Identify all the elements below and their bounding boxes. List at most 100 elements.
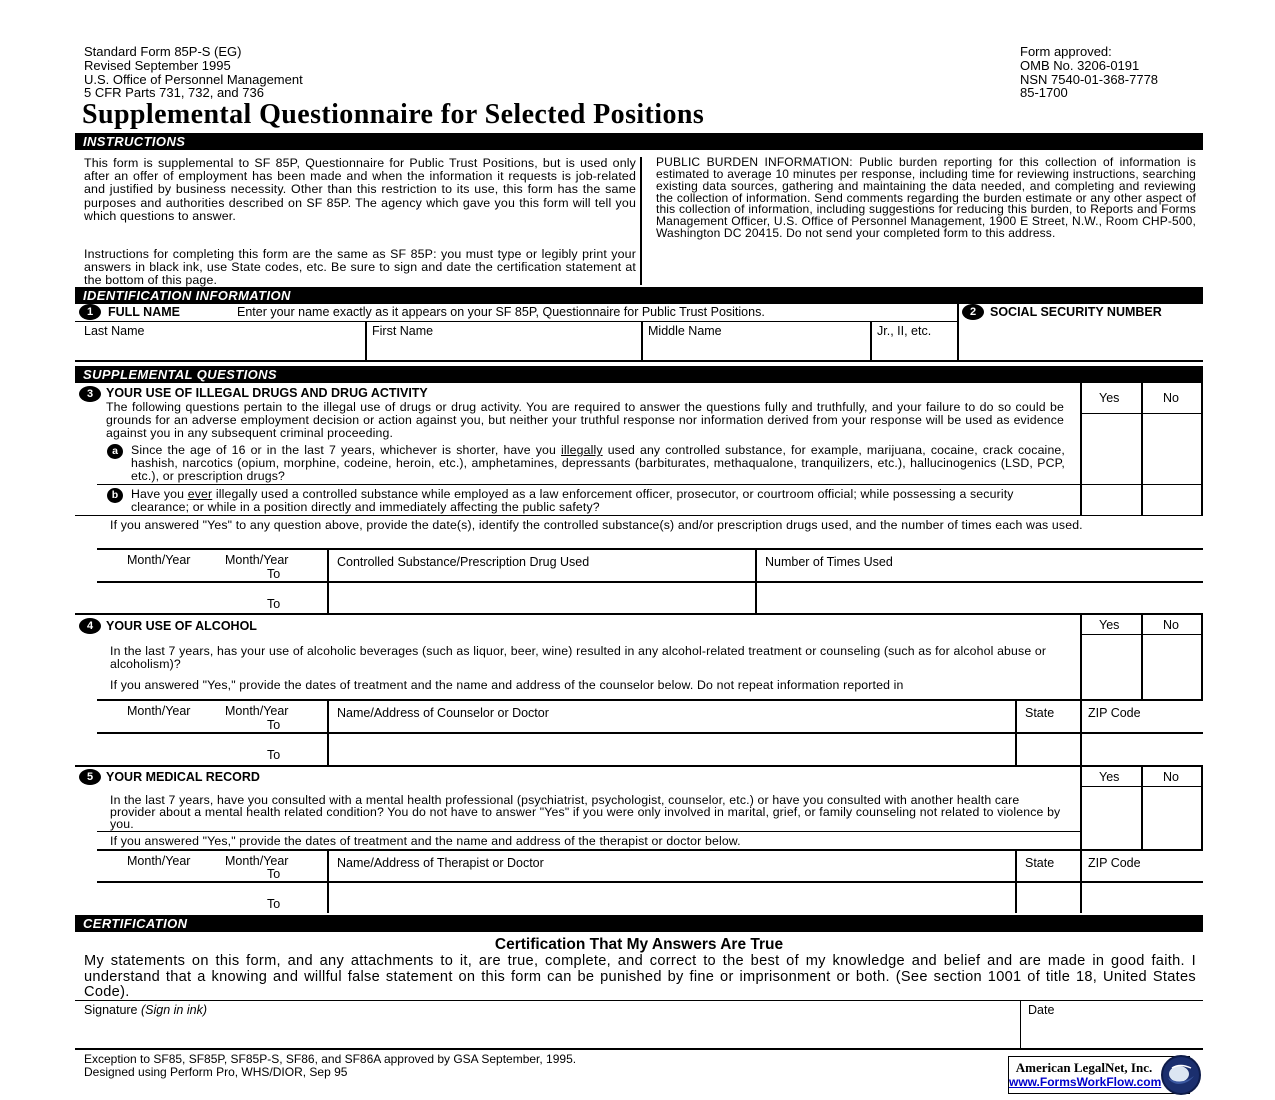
date-label: Date [1028,1003,1055,1017]
certification-section-bar: CERTIFICATION [75,915,1203,932]
q4-row1-dates-input[interactable] [97,699,327,732]
q3-yesno-header-line [1080,413,1203,414]
q3-row2-substance-input[interactable] [327,581,755,613]
signature-input[interactable] [75,1016,1020,1048]
q3-row1-dates-input[interactable] [97,548,327,581]
table-top-line [97,548,1203,550]
last-name-input[interactable] [75,338,365,360]
vendor-url-link[interactable]: www.FormsWorkFlow.com [1009,1075,1162,1089]
q3b-no-cell[interactable] [1141,484,1201,515]
q5-col-monthyear-from: Month/Year [127,854,191,868]
name-field-divider [870,321,872,362]
q3b-yes-cell[interactable] [1080,484,1141,515]
q3-col-substance: Controlled Substance/Prescription Drug U… [337,555,590,569]
q4-yesno-right-border [1201,615,1203,699]
signature-row-top-line [75,1000,1203,1001]
q4-row1-name-input[interactable] [327,699,1015,732]
q3-row2-dates-input[interactable] [97,581,327,613]
q3b-underlined-word: ever [187,487,213,501]
form-id-line: Revised September 1995 [84,57,231,73]
form-id-line: U.S. Office of Personnel Management [84,71,303,87]
ssn-input[interactable] [957,321,1203,360]
q5-row1-name-input[interactable] [327,849,1015,881]
form-id-block: Standard Form 85P-S (EG) Revised Septemb… [84,45,303,100]
q3-row1-substance-input[interactable] [327,548,755,581]
q5-therapist-table: Month/Year Month/Year Name/Address of Th… [97,849,1203,913]
q3-title: YOUR USE OF ILLEGAL DRUGS AND DRUG ACTIV… [106,386,428,400]
q3-yesno-right-border [1201,383,1203,515]
first-name-input[interactable] [365,338,641,360]
q3b-text-post: illegally used a controlled substance wh… [131,487,1014,514]
q5-no-cell[interactable] [1141,786,1201,849]
vendor-name: American LegalNet, Inc. [1015,1060,1153,1075]
q4-row1-zip-input[interactable] [1080,699,1203,732]
q3-yesno-left-border [1080,383,1082,515]
q4-row2-name-input[interactable] [327,732,1015,765]
name-field-divider [641,321,643,362]
q5-col-monthyear-to: Month/Year [225,854,289,868]
q3-col-monthyear-from: Month/Year [127,553,191,567]
q4-question: In the last 7 years, has your use of alc… [110,644,1047,672]
q3-col-monthyear-to: Month/Year [225,553,289,567]
supplemental-section-bar: SUPPLEMENTAL QUESTIONS [75,366,1203,383]
question-5-number: 5 [79,769,101,785]
q5-yes-cell[interactable] [1080,786,1141,849]
q5-row2-name-input[interactable] [327,881,1015,913]
to-label: To [267,748,281,762]
table-column-divider [327,849,329,913]
q3a-underlined-word: illegally [561,443,603,457]
certification-body: My statements on this form, and any atta… [84,953,1196,1001]
approval-line: Form approved: [1020,44,1112,59]
q4-row1-state-input[interactable] [1015,699,1080,732]
table-column-divider [327,548,329,613]
table-column-divider [1015,849,1017,913]
q3-row1-times-input[interactable] [755,548,1203,581]
page-title: Supplemental Questionnaire for Selected … [82,99,705,130]
form-id-line: 5 CFR Parts 731, 732, and 736 [84,85,264,101]
q5-yesno-header-line [1080,786,1203,787]
q4-row2-dates-input[interactable] [97,732,327,765]
date-input[interactable] [1021,1016,1203,1048]
suffix-input[interactable] [870,338,957,360]
q5-row1-dates-input[interactable] [97,849,327,881]
signature-date-divider [1020,1000,1021,1048]
q4-yes-cell[interactable] [1080,634,1141,699]
q5-row2-dates-input[interactable] [97,881,327,913]
q4-row2-state-input[interactable] [1015,732,1080,765]
table-column-divider [755,548,757,613]
full-name-label: FULL NAME [108,305,180,319]
q4-no-cell[interactable] [1141,634,1201,699]
public-burden-para: PUBLIC BURDEN INFORMATION: Public burden… [656,155,1196,241]
q3b-question: Have you ever illegally used a controlle… [131,488,1065,514]
last-name-label: Last Name [84,324,145,338]
q3-row2-times-input[interactable] [755,581,1203,613]
middle-name-input[interactable] [641,338,870,360]
q5-row2-state-input[interactable] [1015,881,1080,913]
q4-yesno-middle-border [1141,615,1143,699]
q3a-yes-cell[interactable] [1080,413,1141,484]
q3b-letter: b [107,488,123,503]
q3-substances-table: Month/Year Month/Year Controlled Substan… [97,548,1203,613]
q4-row2-zip-input[interactable] [1080,732,1203,765]
q3a-no-cell[interactable] [1141,413,1201,484]
q5-row1-zip-input[interactable] [1080,849,1203,881]
q5-col-state: State [1025,856,1055,870]
ssn-column-divider [957,304,959,362]
identification-section-bar: IDENTIFICATION INFORMATION [75,287,1203,304]
q3a-letter: a [107,444,123,459]
q5-yesno-right-border [1201,767,1203,849]
name-field-divider [365,321,367,362]
q3-no-header: No [1163,391,1179,405]
form-id-line: Standard Form 85P-S (EG) [84,44,242,59]
q3b-text-pre: Have you [131,487,188,501]
q4-col-zip: ZIP Code [1088,706,1141,720]
q5-row1-state-input[interactable] [1015,849,1080,881]
first-name-label: First Name [372,324,434,338]
q5-ifyes-note: If you answered "Yes," provide the dates… [110,834,741,848]
q5-col-zip: ZIP Code [1088,856,1141,870]
q5-question: In the last 7 years, have you consulted … [110,793,1061,832]
footer-designed-line: Designed using Perform Pro, WHS/DIOR, Se… [84,1065,348,1079]
table-column-divider [1015,699,1017,765]
q5-row2-zip-input[interactable] [1080,881,1203,913]
identification-bottom-line [75,360,1203,362]
